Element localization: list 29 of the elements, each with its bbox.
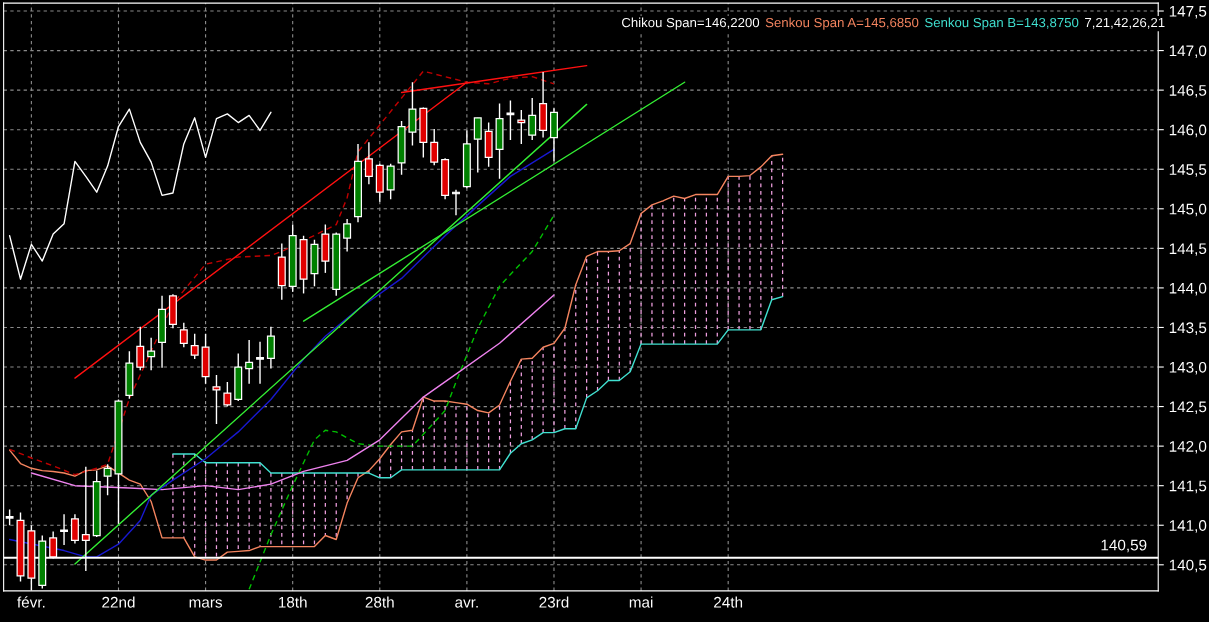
y-tick-label: 144,0 bbox=[1169, 282, 1207, 296]
x-tick-label: févr. bbox=[17, 596, 45, 608]
x-tick-label: 22nd bbox=[102, 596, 135, 608]
y-tick-label: 147,5 bbox=[1169, 6, 1207, 19]
x-tick-label: mai bbox=[629, 596, 653, 608]
y-tick-label: 145,5 bbox=[1169, 164, 1207, 177]
text: Senkou Span A=145,6850 bbox=[765, 17, 919, 30]
y-tick-label: 142,5 bbox=[1169, 401, 1207, 415]
x-tick-label: 24th bbox=[714, 596, 743, 608]
y-tick-label: 145,0 bbox=[1169, 203, 1207, 217]
y-tick-label: 141,5 bbox=[1169, 480, 1207, 494]
y-tick-label: 147,0 bbox=[1169, 45, 1207, 59]
text: Senkou Span B=143,8750 bbox=[925, 17, 1079, 30]
y-tick-label: 146,5 bbox=[1169, 85, 1207, 98]
y-tick-label: 141,0 bbox=[1169, 520, 1207, 533]
annotation: Chikou Span=146,2200 bbox=[622, 17, 760, 30]
ref-line-label: 140,59 bbox=[1101, 539, 1147, 553]
x-tick-label: avr. bbox=[455, 599, 478, 608]
x-tick-label: 18th bbox=[278, 596, 307, 608]
x-tick-label: mars bbox=[189, 599, 223, 608]
y-tick-label: 146,0 bbox=[1169, 124, 1207, 138]
x-tick-label: 23rd bbox=[539, 596, 569, 608]
y-tick-label: 143,0 bbox=[1169, 361, 1207, 375]
y-tick-label: 143,5 bbox=[1169, 322, 1207, 335]
y-tick-label: 142,0 bbox=[1169, 441, 1207, 454]
y-tick-label: 140,5 bbox=[1169, 559, 1207, 573]
x-tick-label: 28th bbox=[365, 596, 394, 608]
y-tick-label: 144,5 bbox=[1169, 243, 1207, 256]
annotation: 7,21,42,26,21 bbox=[1085, 17, 1165, 29]
